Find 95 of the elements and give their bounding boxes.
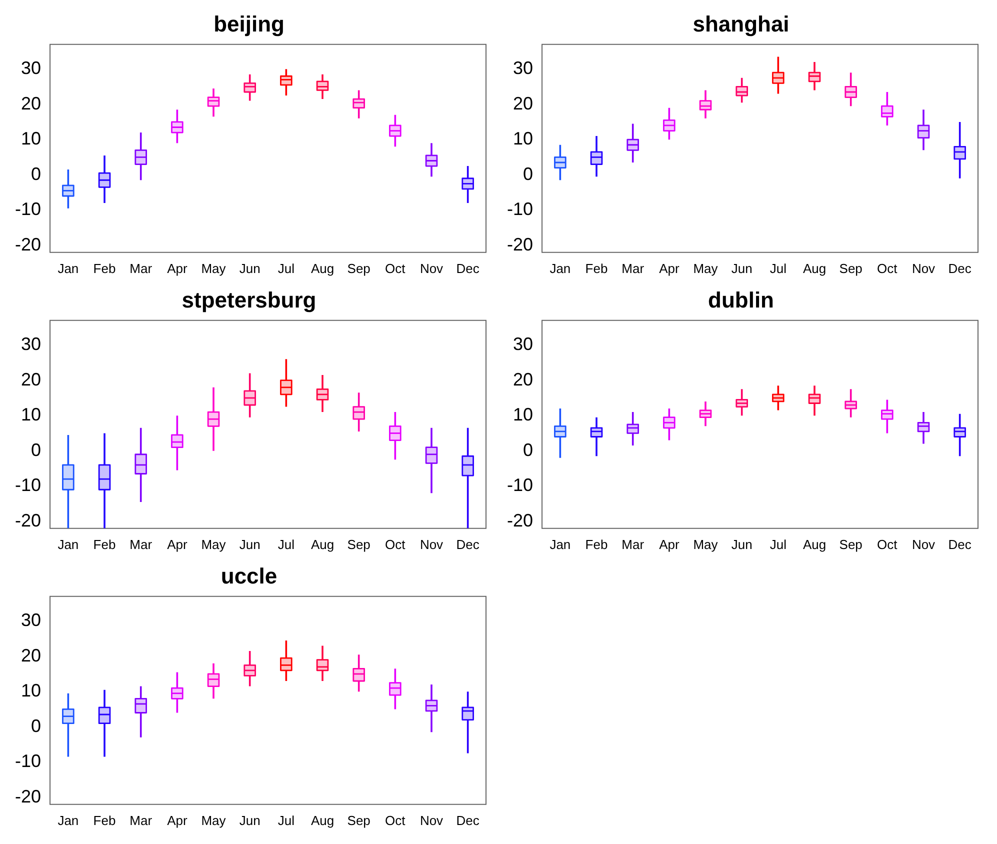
- x-tick-label: Oct: [385, 260, 406, 276]
- x-tick-label: Jun: [731, 536, 752, 552]
- x-tick-label: Mar: [130, 812, 153, 828]
- y-tick-label: 10: [512, 404, 534, 425]
- x-tick-label: Oct: [385, 812, 406, 828]
- y-tick-label: -10: [507, 199, 534, 220]
- x-tick-label: Jun: [731, 260, 752, 276]
- y-tick-label: -20: [15, 234, 42, 254]
- x-tick-label: Aug: [310, 812, 334, 828]
- x-tick-label: Jul: [770, 536, 787, 552]
- x-tick-label: Apr: [167, 812, 188, 828]
- y-tick-label: 10: [20, 128, 42, 149]
- chart-title: stpetersburg: [182, 287, 316, 312]
- x-tick-label: Sep: [347, 260, 370, 276]
- y-tick-label: 10: [20, 404, 42, 425]
- y-tick-label: 20: [20, 645, 42, 666]
- x-tick-label: Mar: [130, 260, 153, 276]
- y-tick-label: -10: [507, 475, 534, 496]
- chart-title: beijing: [214, 11, 284, 36]
- x-tick-label: Jul: [278, 812, 295, 828]
- x-tick-label: Jan: [58, 260, 79, 276]
- x-tick-label: Oct: [877, 536, 898, 552]
- y-tick-label: 30: [20, 610, 42, 630]
- y-tick-label: 10: [20, 680, 42, 701]
- x-tick-label: Apr: [167, 260, 188, 276]
- y-tick-label: -20: [15, 786, 42, 806]
- y-tick-label: -10: [15, 751, 42, 772]
- x-tick-label: Apr: [659, 260, 680, 276]
- y-tick-label: 20: [512, 369, 534, 390]
- x-tick-label: May: [201, 260, 226, 276]
- x-tick-label: May: [693, 536, 718, 552]
- x-tick-label: May: [693, 260, 718, 276]
- y-tick-label: 0: [523, 440, 534, 460]
- x-tick-label: May: [201, 536, 226, 552]
- x-tick-label: Nov: [912, 260, 936, 276]
- x-tick-label: Jan: [58, 536, 79, 552]
- chart-title: shanghai: [692, 11, 790, 36]
- y-tick-label: -10: [15, 475, 42, 496]
- x-tick-label: Jun: [239, 260, 260, 276]
- x-tick-label: Aug: [802, 260, 826, 276]
- y-tick-label: -20: [507, 234, 534, 254]
- x-tick-label: Dec: [456, 260, 480, 276]
- x-tick-label: Feb: [93, 536, 116, 552]
- y-tick-label: -10: [15, 199, 42, 220]
- x-tick-label: Jul: [278, 536, 295, 552]
- x-tick-label: Feb: [585, 536, 608, 552]
- x-tick-label: Dec: [948, 536, 972, 552]
- x-tick-label: Apr: [167, 536, 188, 552]
- y-tick-label: 0: [31, 164, 42, 184]
- x-tick-label: Apr: [659, 536, 680, 552]
- x-tick-label: Jun: [239, 536, 260, 552]
- x-tick-label: Nov: [420, 812, 444, 828]
- x-tick-label: Dec: [948, 260, 972, 276]
- x-tick-label: Aug: [802, 536, 826, 552]
- y-tick-label: 0: [523, 164, 534, 184]
- x-tick-label: Mar: [622, 536, 645, 552]
- y-tick-label: -20: [507, 510, 534, 530]
- chart-title: dublin: [708, 287, 774, 312]
- x-tick-label: Mar: [130, 536, 153, 552]
- x-tick-label: Nov: [420, 536, 444, 552]
- x-tick-label: Jan: [550, 536, 571, 552]
- y-tick-label: 30: [512, 58, 534, 78]
- x-tick-label: Sep: [839, 260, 862, 276]
- x-tick-label: Dec: [456, 812, 480, 828]
- x-tick-label: Jan: [550, 260, 571, 276]
- x-tick-label: May: [201, 812, 226, 828]
- x-tick-label: Jul: [770, 260, 787, 276]
- y-tick-label: -20: [15, 510, 42, 530]
- x-tick-label: Sep: [347, 812, 370, 828]
- x-tick-label: Feb: [93, 260, 116, 276]
- x-tick-label: Sep: [839, 536, 862, 552]
- y-tick-label: 0: [31, 716, 42, 736]
- x-tick-label: Sep: [347, 536, 370, 552]
- y-tick-label: 30: [512, 334, 534, 354]
- x-tick-label: Oct: [385, 536, 406, 552]
- x-tick-label: Feb: [93, 812, 116, 828]
- y-tick-label: 30: [20, 58, 42, 78]
- chart-title: uccle: [220, 563, 278, 588]
- x-tick-label: Nov: [912, 536, 936, 552]
- x-tick-label: Jan: [58, 812, 79, 828]
- y-tick-label: 20: [512, 93, 534, 114]
- x-tick-label: Jul: [278, 260, 295, 276]
- y-tick-label: 20: [20, 369, 42, 390]
- y-tick-label: 30: [20, 334, 42, 354]
- x-tick-label: Aug: [310, 536, 334, 552]
- x-tick-label: Nov: [420, 260, 444, 276]
- x-tick-label: Dec: [456, 536, 480, 552]
- x-tick-label: Jun: [239, 812, 260, 828]
- x-tick-label: Mar: [622, 260, 645, 276]
- y-tick-label: 10: [512, 128, 534, 149]
- y-tick-label: 0: [31, 440, 42, 460]
- x-tick-label: Oct: [877, 260, 898, 276]
- y-tick-label: 20: [20, 93, 42, 114]
- x-tick-label: Aug: [310, 260, 334, 276]
- x-tick-label: Feb: [585, 260, 608, 276]
